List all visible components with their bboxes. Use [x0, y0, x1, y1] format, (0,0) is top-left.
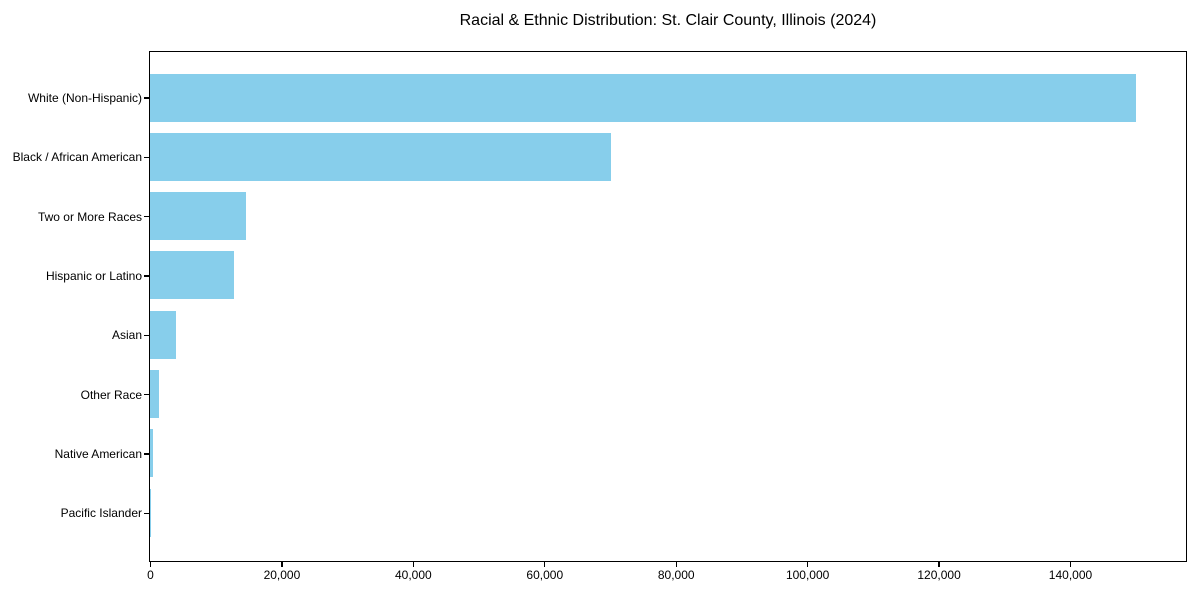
bar-two-or-more-races	[150, 192, 246, 241]
bar-hispanic-or-latino	[150, 251, 235, 300]
y-tick-mark	[144, 512, 149, 514]
y-tick-label-white-non-hispanic: White (Non-Hispanic)	[27, 91, 142, 105]
y-tick-label-black-african-american: Black / African American	[12, 150, 142, 165]
bar-black-african-american	[150, 132, 612, 181]
x-tick-mark	[149, 562, 152, 567]
y-tick-label-other-race: Other Race	[80, 387, 142, 402]
x-tick-label-120000: 120,000	[917, 568, 961, 582]
x-tick-mark	[807, 562, 809, 567]
y-tick-mark	[144, 334, 149, 336]
x-tick-label-60000: 60,000	[526, 568, 564, 582]
x-tick-label-40000: 40,000	[394, 568, 432, 582]
x-tick-mark	[544, 562, 546, 567]
y-tick-label-pacific-islander: Pacific Islander	[60, 506, 142, 521]
x-tick-label-100000: 100,000	[785, 568, 830, 582]
x-tick-label-20000: 20,000	[263, 568, 301, 582]
y-tick-label-hispanic-or-latino: Hispanic or Latino	[45, 268, 142, 283]
x-tick-label-0: 0	[147, 568, 154, 582]
x-tick-label-140000: 140,000	[1048, 568, 1093, 582]
bar-native-american	[150, 429, 153, 478]
x-tick-label-80000: 80,000	[657, 568, 695, 582]
y-tick-mark	[144, 216, 149, 218]
y-tick-label-two-or-more-races: Two or More Races	[37, 209, 142, 224]
y-tick-label-asian: Asian	[111, 328, 142, 343]
y-tick-mark	[144, 97, 149, 99]
x-tick-mark	[675, 562, 677, 567]
x-tick-mark	[412, 562, 414, 567]
bar-white-non-hispanic	[150, 73, 1136, 122]
y-tick-mark	[144, 394, 149, 396]
x-tick-mark	[938, 562, 940, 567]
bar-pacific-islander	[150, 488, 151, 537]
chart-title: Racial & Ethnic Distribution: St. Clair …	[459, 12, 877, 29]
y-tick-mark	[144, 275, 149, 277]
y-tick-mark	[144, 156, 149, 158]
y-tick-label-native-american: Native American	[54, 446, 142, 461]
x-tick-mark	[1069, 562, 1072, 567]
x-tick-mark	[281, 562, 283, 567]
bar-asian	[150, 310, 177, 359]
y-tick-mark	[144, 453, 149, 455]
bar-other-race	[150, 370, 159, 419]
plot-area	[149, 51, 1187, 562]
